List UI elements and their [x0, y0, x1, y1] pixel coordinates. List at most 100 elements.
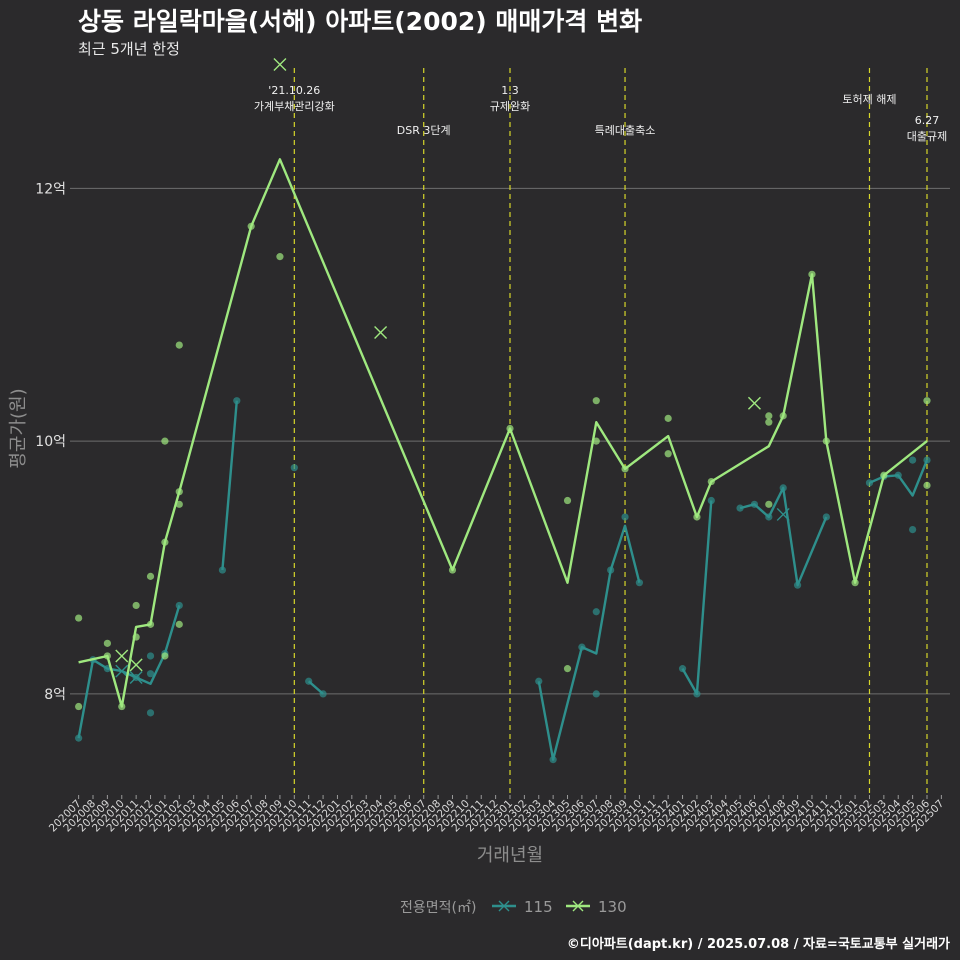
event-label: 가계부채관리강화 — [254, 100, 335, 113]
cross-marker-115 — [129, 670, 143, 684]
data-point-115 — [146, 670, 155, 678]
data-point-130 — [923, 481, 931, 489]
data-point-115 — [865, 479, 874, 487]
legend-label-115: 115 — [524, 898, 553, 916]
data-point-130 — [175, 500, 183, 508]
x-axis-title: 거래년월 — [477, 845, 543, 866]
data-point-115 — [793, 581, 802, 589]
data-point-130 — [175, 341, 183, 349]
cross-marker-115 — [115, 664, 129, 678]
legend-cross-130 — [572, 900, 584, 912]
data-point-115 — [779, 484, 787, 492]
event-label: '21.10.26 — [268, 84, 320, 97]
data-point-115 — [578, 643, 586, 651]
data-point-130 — [592, 437, 600, 445]
data-point-115 — [909, 526, 917, 534]
data-point-130 — [146, 572, 155, 580]
series-line-130 — [78, 158, 928, 708]
data-point-115 — [319, 690, 327, 698]
event-label: 1.3 — [501, 84, 519, 97]
data-point-130 — [175, 488, 183, 496]
event-label: 대출규제 — [907, 130, 947, 143]
data-point-115 — [535, 677, 543, 685]
data-point-130 — [75, 702, 83, 711]
data-point-130 — [851, 579, 859, 587]
data-point-130 — [822, 437, 830, 445]
data-point-130 — [765, 418, 773, 426]
series-line-115 — [221, 400, 238, 571]
data-point-130 — [161, 538, 169, 546]
chart-subtitle: 최근 5개년 한정 — [78, 40, 180, 58]
cross-marker-130 — [115, 649, 129, 663]
data-point-115 — [233, 397, 241, 405]
data-point-130 — [765, 500, 773, 508]
data-point-130 — [765, 412, 773, 420]
data-point-130 — [808, 270, 816, 278]
event-label: DSR 3단계 — [397, 124, 451, 137]
data-point-115 — [750, 500, 759, 508]
cross-marker-115 — [776, 507, 790, 521]
data-point-115 — [707, 496, 715, 505]
cross-marker-130 — [747, 396, 761, 410]
data-point-130 — [506, 424, 514, 433]
chart-title: 상동 라일락마을(서해) 아파트(2002) 매매가격 변화 — [78, 7, 643, 36]
data-point-115 — [894, 471, 902, 479]
data-point-130 — [923, 397, 931, 405]
data-point-130 — [621, 465, 629, 473]
data-point-130 — [161, 652, 169, 660]
data-point-130 — [563, 496, 572, 505]
data-point-115 — [290, 464, 298, 472]
data-point-115 — [103, 665, 111, 673]
data-point-115 — [146, 652, 155, 660]
data-point-130 — [779, 412, 787, 420]
legend-title: 전용면적(㎡) — [400, 900, 476, 916]
data-point-115 — [592, 608, 600, 616]
series-line-115 — [681, 500, 713, 696]
y-tick-label: 12억 — [35, 181, 66, 197]
data-point-130 — [276, 253, 284, 261]
data-point-130 — [118, 702, 126, 711]
data-point-130 — [132, 601, 140, 610]
data-point-130 — [880, 471, 888, 479]
data-point-130 — [161, 437, 169, 445]
data-point-115 — [592, 690, 600, 698]
data-point-115 — [693, 690, 701, 698]
data-point-115 — [822, 513, 830, 521]
data-point-115 — [146, 709, 155, 717]
data-point-130 — [693, 513, 701, 521]
data-point-115 — [607, 566, 615, 574]
data-point-115 — [621, 513, 629, 521]
event-label: 토허제 해제 — [842, 92, 896, 106]
legend-label-130: 130 — [598, 898, 627, 916]
data-point-130 — [132, 633, 140, 641]
data-point-130 — [707, 477, 715, 486]
data-point-130 — [664, 414, 672, 422]
data-point-130 — [592, 397, 600, 405]
y-axis-title: 평균가(원) — [8, 388, 29, 468]
event-label: 규제완화 — [490, 100, 530, 113]
data-point-115 — [678, 665, 687, 673]
data-point-130 — [146, 620, 155, 628]
cross-marker-130 — [129, 658, 143, 672]
data-point-115 — [218, 566, 227, 574]
y-tick-label: 10억 — [35, 434, 66, 450]
data-point-115 — [736, 504, 744, 512]
data-point-130 — [175, 620, 183, 628]
data-point-130 — [103, 639, 111, 647]
data-point-130 — [563, 665, 572, 673]
data-point-130 — [664, 450, 672, 458]
event-label: 특례대출축소 — [595, 124, 656, 137]
data-point-115 — [549, 756, 557, 764]
data-point-130 — [75, 614, 83, 622]
data-point-130 — [448, 566, 457, 574]
data-point-115 — [75, 734, 83, 742]
data-point-115 — [635, 579, 644, 587]
data-point-115 — [765, 513, 773, 521]
data-point-115 — [909, 456, 917, 464]
y-tick-label: 8억 — [44, 687, 66, 703]
cross-marker-130 — [374, 325, 388, 339]
event-label: 6.27 — [915, 114, 940, 127]
source-caption: ©디아파트(dapt.kr) / 2025.07.08 / 자료=국토교통부 실… — [566, 937, 950, 952]
cross-marker-130 — [273, 58, 287, 72]
